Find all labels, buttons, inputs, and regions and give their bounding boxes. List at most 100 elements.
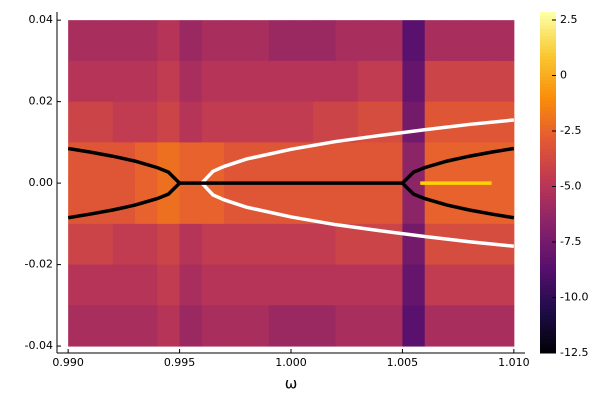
heatmap-cell [179, 183, 203, 225]
heatmap-cell [68, 264, 91, 306]
heatmap-cell [291, 60, 314, 103]
colorbar-segment [540, 284, 556, 289]
heatmap-cell [135, 20, 158, 62]
colorbar-segment [540, 322, 556, 327]
heatmap-cell [135, 305, 158, 347]
colorbar-segment [540, 134, 556, 139]
colorbar-segment [540, 42, 556, 47]
colorbar-segment [540, 179, 556, 183]
heatmap-cell [447, 183, 470, 225]
colorbar-segment [540, 172, 556, 177]
heatmap-cell [135, 264, 158, 306]
y-tick-label: -0.04 [25, 339, 53, 352]
heatmap-cell [313, 223, 337, 266]
colorbar-segment [540, 114, 556, 119]
colorbar-segment [540, 267, 556, 272]
colorbar-segment [540, 175, 556, 180]
colorbar-segment [540, 121, 556, 126]
y-tick-label: 0.02 [29, 95, 54, 108]
colorbar-segment [540, 32, 556, 37]
heatmap-cell [291, 264, 314, 306]
colorbar-segment [540, 325, 556, 330]
colorbar-segment [540, 295, 556, 299]
colorbar-segment [540, 124, 556, 129]
heatmap-cell [268, 20, 292, 62]
heatmap-cell [313, 101, 337, 143]
colorbar-segment [540, 22, 556, 27]
colorbar-segment [540, 100, 556, 105]
colorbar-segment [540, 233, 556, 238]
colorbar-segment [540, 349, 556, 354]
curve [200, 118, 515, 185]
heatmap-cell [357, 183, 381, 225]
heatmap-cell [357, 60, 381, 103]
heatmap-cell [90, 264, 114, 306]
colorbar-segment [540, 168, 556, 173]
heatmap-cell [90, 183, 114, 225]
colorbar-segment [540, 104, 556, 108]
heatmap-cell [380, 60, 403, 103]
colorbar-segment [540, 151, 556, 156]
heatmap-cell [246, 264, 270, 306]
colorbar-segment [540, 335, 556, 340]
colorbar-segment [540, 318, 556, 323]
heatmap-cell [179, 20, 203, 62]
colorbar-segment [540, 209, 556, 214]
heatmap-cell [335, 60, 359, 103]
heatmap-cell [424, 264, 448, 306]
curve [67, 146, 181, 185]
colorbar-segment [540, 199, 556, 204]
colorbar-segment [540, 76, 556, 81]
colorbar-segment [540, 46, 556, 51]
heatmap-cell [335, 223, 359, 266]
curve [67, 181, 181, 220]
heatmap-cell [135, 183, 158, 225]
heatmap-cell [112, 20, 136, 62]
heatmap-cell [402, 223, 426, 266]
heatmap-cell [447, 60, 470, 103]
colorbar-segment [540, 18, 556, 23]
y-tick-label: -0.02 [25, 258, 53, 271]
heatmap-cell [157, 20, 181, 62]
colorbar-segment [540, 315, 556, 320]
heatmap-cell [201, 60, 225, 103]
heatmap-cell [424, 305, 448, 347]
colorbar-segment [540, 342, 556, 347]
colorbar-segment [540, 202, 556, 207]
heatmap-cell [179, 101, 203, 143]
colorbar-segment [540, 332, 556, 337]
colorbar-segment [540, 312, 556, 316]
colorbar-segment [540, 226, 556, 231]
heatmap-cell [469, 60, 493, 103]
colorbar-segment [540, 144, 556, 149]
colorbar-segment [540, 305, 556, 310]
heatmap-cell [90, 20, 114, 62]
heatmap-cell [179, 305, 203, 347]
heatmap-cell [313, 20, 337, 62]
heatmap-cell [402, 60, 426, 103]
heatmap-cell [90, 142, 114, 184]
colorbar-segment [540, 80, 556, 85]
colorbar-segment [540, 223, 556, 228]
colorbar-segment [540, 182, 556, 187]
heatmap-cell [447, 305, 470, 347]
heatmap-cell [135, 101, 158, 143]
heatmap-cell [268, 264, 292, 306]
heatmap-cell [179, 223, 203, 266]
heatmap-cell [135, 223, 158, 266]
colorbar-segment [540, 15, 556, 20]
heatmap-cell [157, 183, 181, 225]
colorbar-segment [540, 281, 556, 286]
heatmap-cell [68, 101, 91, 143]
heatmap-cell [268, 305, 292, 347]
colorbar-tick-label: -2.5 [560, 124, 581, 137]
colorbar-segment [540, 254, 556, 259]
heatmap-cell [402, 183, 426, 225]
heatmap-cell [157, 223, 181, 266]
heatmap-cell [335, 101, 359, 143]
heatmap-cell [246, 20, 270, 62]
heatmap-cell [447, 223, 470, 266]
colorbar-segment [540, 35, 556, 40]
heatmap-cell [469, 20, 493, 62]
heatmap-cell [469, 264, 493, 306]
